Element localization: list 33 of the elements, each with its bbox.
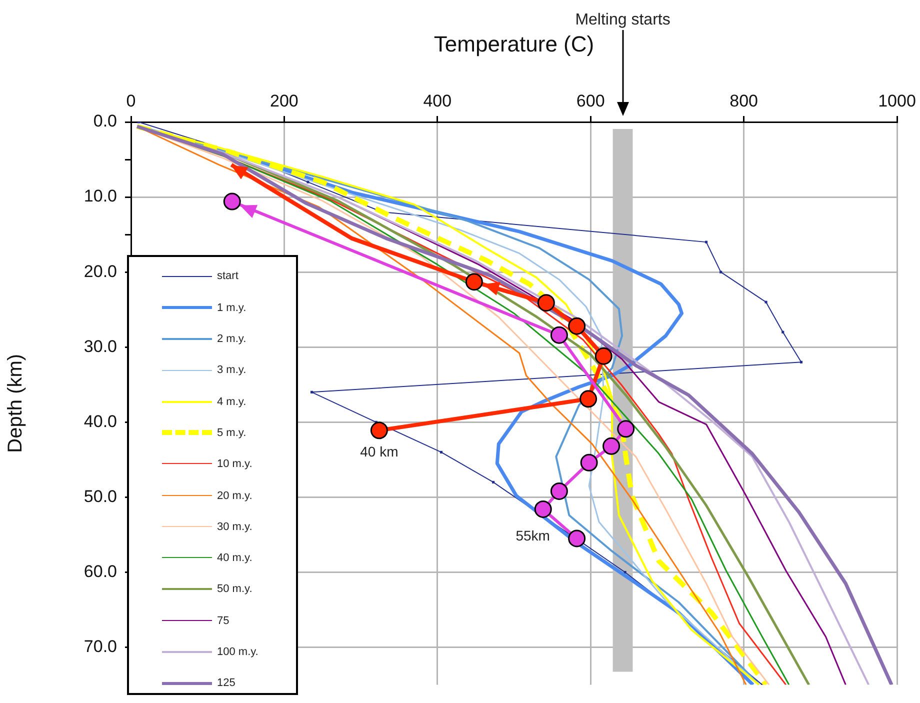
y-tick-label: 70.0 xyxy=(84,636,117,656)
legend-label: 75 xyxy=(217,614,230,627)
x-tick-label: 600 xyxy=(576,91,605,110)
annotation: 55km xyxy=(516,527,550,544)
legend-label: 50 m.y. xyxy=(217,583,252,596)
y-tick-label: 50.0 xyxy=(84,486,117,506)
legend-label: 4 m.y. xyxy=(217,396,246,408)
annotation: 40 km xyxy=(360,443,398,460)
legend-label: 30 m.y. xyxy=(217,520,252,533)
y-tick-label: 30.0 xyxy=(84,336,117,356)
legend-label: 2 m.y. xyxy=(217,333,246,346)
y-tick-label: 60.0 xyxy=(84,562,117,581)
y-axis-title: Depth (km) xyxy=(4,354,27,453)
legend-label: 20 m.y. xyxy=(217,490,252,502)
x-tick-label: 200 xyxy=(270,91,298,110)
y-tick-label: 0.0 xyxy=(93,112,117,131)
legend-label: start xyxy=(217,270,238,282)
x-tick-label: 800 xyxy=(730,91,758,110)
y-tick-label: 10.0 xyxy=(84,186,117,206)
text: Melting starts xyxy=(575,11,670,28)
legend-label: 3 m.y. xyxy=(217,364,246,376)
x-tick-label: 400 xyxy=(423,91,452,110)
x-tick-label: 1000 xyxy=(878,91,916,110)
legend-label: 125 xyxy=(217,677,236,690)
legend-label: 10 m.y. xyxy=(217,458,252,470)
x-tick-label: 0 xyxy=(126,91,136,110)
x-axis-title: Temperature (C) xyxy=(434,31,594,56)
legend-label: 40 m.y. xyxy=(217,552,252,564)
y-tick-label: 20.0 xyxy=(84,262,117,281)
y-tick-label: 40.0 xyxy=(84,412,117,431)
legend-label: 5 m.y. xyxy=(217,426,246,439)
legend-label: 1 m.y. xyxy=(217,302,246,314)
legend-label: 100 m.y. xyxy=(217,646,258,658)
